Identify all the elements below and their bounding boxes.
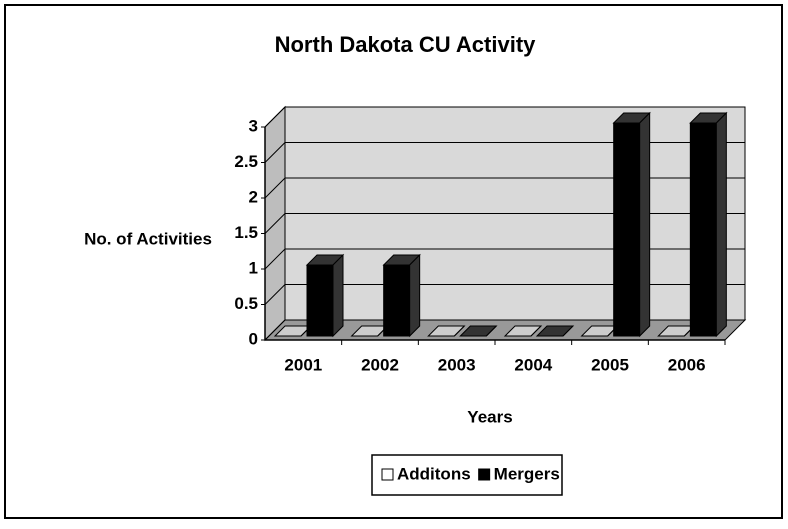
grid-line <box>264 284 745 305</box>
y-axis-label: No. of Activities <box>84 229 212 248</box>
bar-side <box>562 325 574 337</box>
bar-side <box>485 325 497 337</box>
grid-line <box>264 142 745 163</box>
x-tick-label: 2005 <box>591 355 629 374</box>
bar-front <box>383 264 411 337</box>
y-tick-label: 0 <box>249 329 258 348</box>
legend-label: Mergers <box>494 464 560 483</box>
bar-side <box>639 111 651 338</box>
chart-title: North Dakota CU Activity <box>275 32 537 57</box>
legend-box <box>371 454 563 496</box>
bar-side <box>409 253 421 338</box>
bar-side <box>715 111 727 338</box>
y-tick-label: 2 <box>249 187 258 206</box>
bar-side <box>530 325 542 337</box>
x-tick-label: 2001 <box>284 355 322 374</box>
y-tick-label: 3 <box>249 116 258 135</box>
x-tick-label: 2002 <box>361 355 399 374</box>
x-axis-label: Years <box>467 407 512 426</box>
x-tick-label: 2003 <box>438 355 476 374</box>
grid-line <box>264 319 745 341</box>
grid-line <box>264 106 745 128</box>
grid-line <box>264 177 745 199</box>
x-tick-label: 2004 <box>514 355 552 374</box>
bar-side <box>332 253 344 338</box>
bar-side <box>453 325 465 337</box>
legend-label: Additons <box>397 464 471 483</box>
y-tick-label: 2.5 <box>234 152 258 171</box>
y-tick-label: 0.5 <box>234 294 258 313</box>
y-tick-label: 1.5 <box>234 223 258 242</box>
legend-swatch <box>381 468 394 481</box>
grid-line <box>264 248 745 270</box>
x-tick-label: 2006 <box>668 355 706 374</box>
bar-front <box>306 264 334 337</box>
y-tick-label: 1 <box>249 258 258 277</box>
grid-line <box>264 213 745 234</box>
bar-front <box>689 122 717 337</box>
bar-front <box>613 122 641 337</box>
legend-swatch <box>478 468 491 481</box>
